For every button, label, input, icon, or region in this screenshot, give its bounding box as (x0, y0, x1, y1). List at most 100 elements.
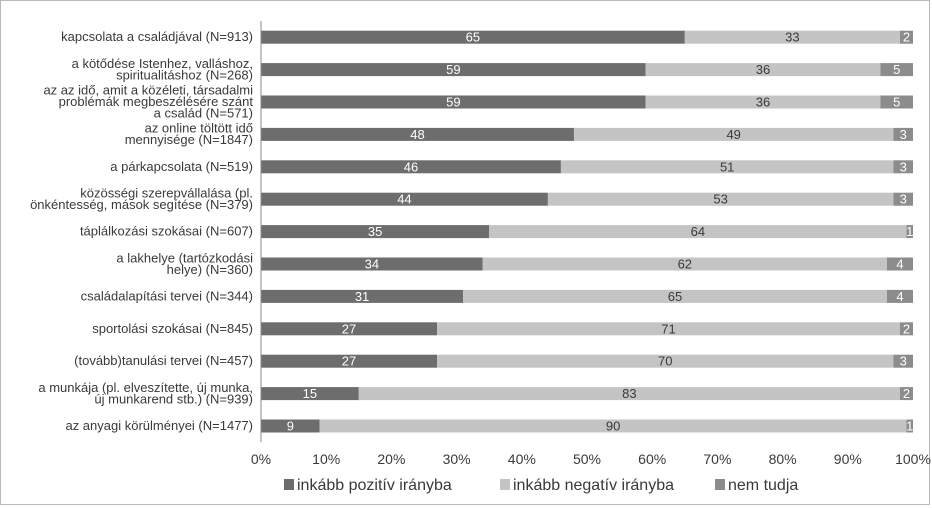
bar-segment (261, 160, 561, 174)
category-label: kapcsolata a családjával (N=913) (61, 29, 253, 44)
data-label: 65 (466, 30, 480, 45)
data-label: 35 (368, 224, 382, 239)
bar-segment (463, 289, 887, 303)
category-label: táplálkozási szokásai (N=607) (80, 224, 253, 239)
x-tick-label: 60% (638, 451, 666, 467)
data-label: 1 (906, 224, 913, 239)
bar-segment (906, 225, 913, 239)
x-tick-label: 100% (895, 451, 931, 467)
data-label: 27 (342, 321, 356, 336)
category-label: a kötődése Istenhez, valláshoz, spiritual… (72, 56, 253, 83)
legend-label: nem tudja (728, 477, 798, 494)
data-label: 3 (900, 159, 907, 174)
bar-segment (899, 30, 913, 44)
data-label: 9 (287, 419, 294, 434)
data-label: 70 (658, 354, 672, 369)
bar-segment (319, 419, 907, 433)
bar-segment (261, 289, 464, 303)
category-label: közösségi szerepvállalása (pl. önkéntessé… (30, 185, 253, 212)
x-tick-label: 0% (251, 451, 271, 467)
bar-segment (261, 30, 685, 44)
bar-segment (899, 387, 913, 401)
data-label: 44 (397, 192, 411, 207)
data-label: 3 (900, 354, 907, 369)
data-label: 3 (900, 192, 907, 207)
data-label: 36 (756, 62, 770, 77)
bar-segment (893, 354, 913, 368)
data-label: 31 (355, 289, 369, 304)
data-label: 65 (668, 289, 682, 304)
x-tick-label: 30% (443, 451, 471, 467)
bar-segment (645, 63, 881, 77)
bar-segment (261, 225, 490, 239)
x-tick-label: 80% (769, 451, 797, 467)
data-label: 53 (713, 192, 727, 207)
data-label: 64 (691, 224, 705, 239)
category-label: az az idő, amit a közéleti, társadalmi pr… (43, 83, 253, 121)
data-label: 51 (720, 159, 734, 174)
bar-segment (482, 257, 887, 271)
bar-segment (261, 354, 438, 368)
bar-segment (261, 387, 359, 401)
legend: inkább pozitív irányba inkább negatív irá… (284, 477, 798, 494)
data-label: 4 (896, 257, 903, 272)
bar-segment (261, 127, 574, 141)
bar-segment (489, 225, 907, 239)
bar-segment (261, 322, 438, 336)
bar-segment (906, 419, 913, 433)
data-label: 49 (726, 127, 740, 142)
category-label: sportolási szokásai (N=845) (92, 321, 253, 336)
bar-segment (893, 127, 913, 141)
data-label: 62 (678, 257, 692, 272)
legend-swatch (715, 479, 725, 490)
data-label: 83 (622, 386, 636, 401)
data-label: 36 (756, 95, 770, 110)
bar-segment (880, 95, 913, 109)
category-label: az anyagi körülményei (N=1477) (65, 418, 253, 433)
data-label: 5 (893, 62, 900, 77)
x-tick-label: 20% (377, 451, 405, 467)
category-label: (tovább)tanulási tervei (N=457) (74, 353, 253, 368)
x-tick-label: 70% (703, 451, 731, 467)
data-label: 5 (893, 95, 900, 110)
data-label: 2 (903, 30, 910, 45)
category-label: a munkája (pl. elveszítette, új munka, új… (38, 380, 253, 407)
bar-segment (893, 192, 913, 206)
data-label: 15 (303, 386, 317, 401)
category-label: családalapítási tervei (N=344) (81, 288, 253, 303)
bar-segment (684, 30, 900, 44)
data-label: 2 (903, 386, 910, 401)
data-label: 34 (365, 257, 379, 272)
legend-swatch (284, 479, 294, 490)
data-label: 48 (410, 127, 424, 142)
legend-label: inkább negatív irányba (513, 477, 674, 494)
bar-segment (261, 95, 646, 109)
data-label: 71 (661, 321, 675, 336)
data-label: 27 (342, 354, 356, 369)
bar-segment (886, 257, 913, 271)
bar-segment (437, 354, 894, 368)
data-label: 59 (446, 62, 460, 77)
data-label: 3 (900, 127, 907, 142)
x-tick-label: 40% (508, 451, 536, 467)
data-label: 2 (903, 321, 910, 336)
bar-segment (880, 63, 913, 77)
data-label: 90 (606, 419, 620, 434)
bar-segment (437, 322, 900, 336)
bar-segment (645, 95, 881, 109)
x-axis: 0% 10% 20% 30% 40% 50% 60% 70% 80% 90% 100% (251, 21, 931, 467)
bar-segment (261, 192, 548, 206)
data-label: 1 (906, 419, 913, 434)
data-label: 46 (404, 159, 418, 174)
bar-segment (560, 160, 894, 174)
data-label: 59 (446, 95, 460, 110)
legend-swatch (500, 479, 510, 490)
category-label: a lakhelye (tartózkodási helye) (N=360) (116, 250, 253, 277)
x-tick-label: 50% (573, 451, 601, 467)
bar-segment (261, 63, 646, 77)
x-tick-label: 90% (834, 451, 862, 467)
category-label: az online töltött idő mennyisége (N=1847) (125, 121, 253, 148)
bar-segment (358, 387, 900, 401)
